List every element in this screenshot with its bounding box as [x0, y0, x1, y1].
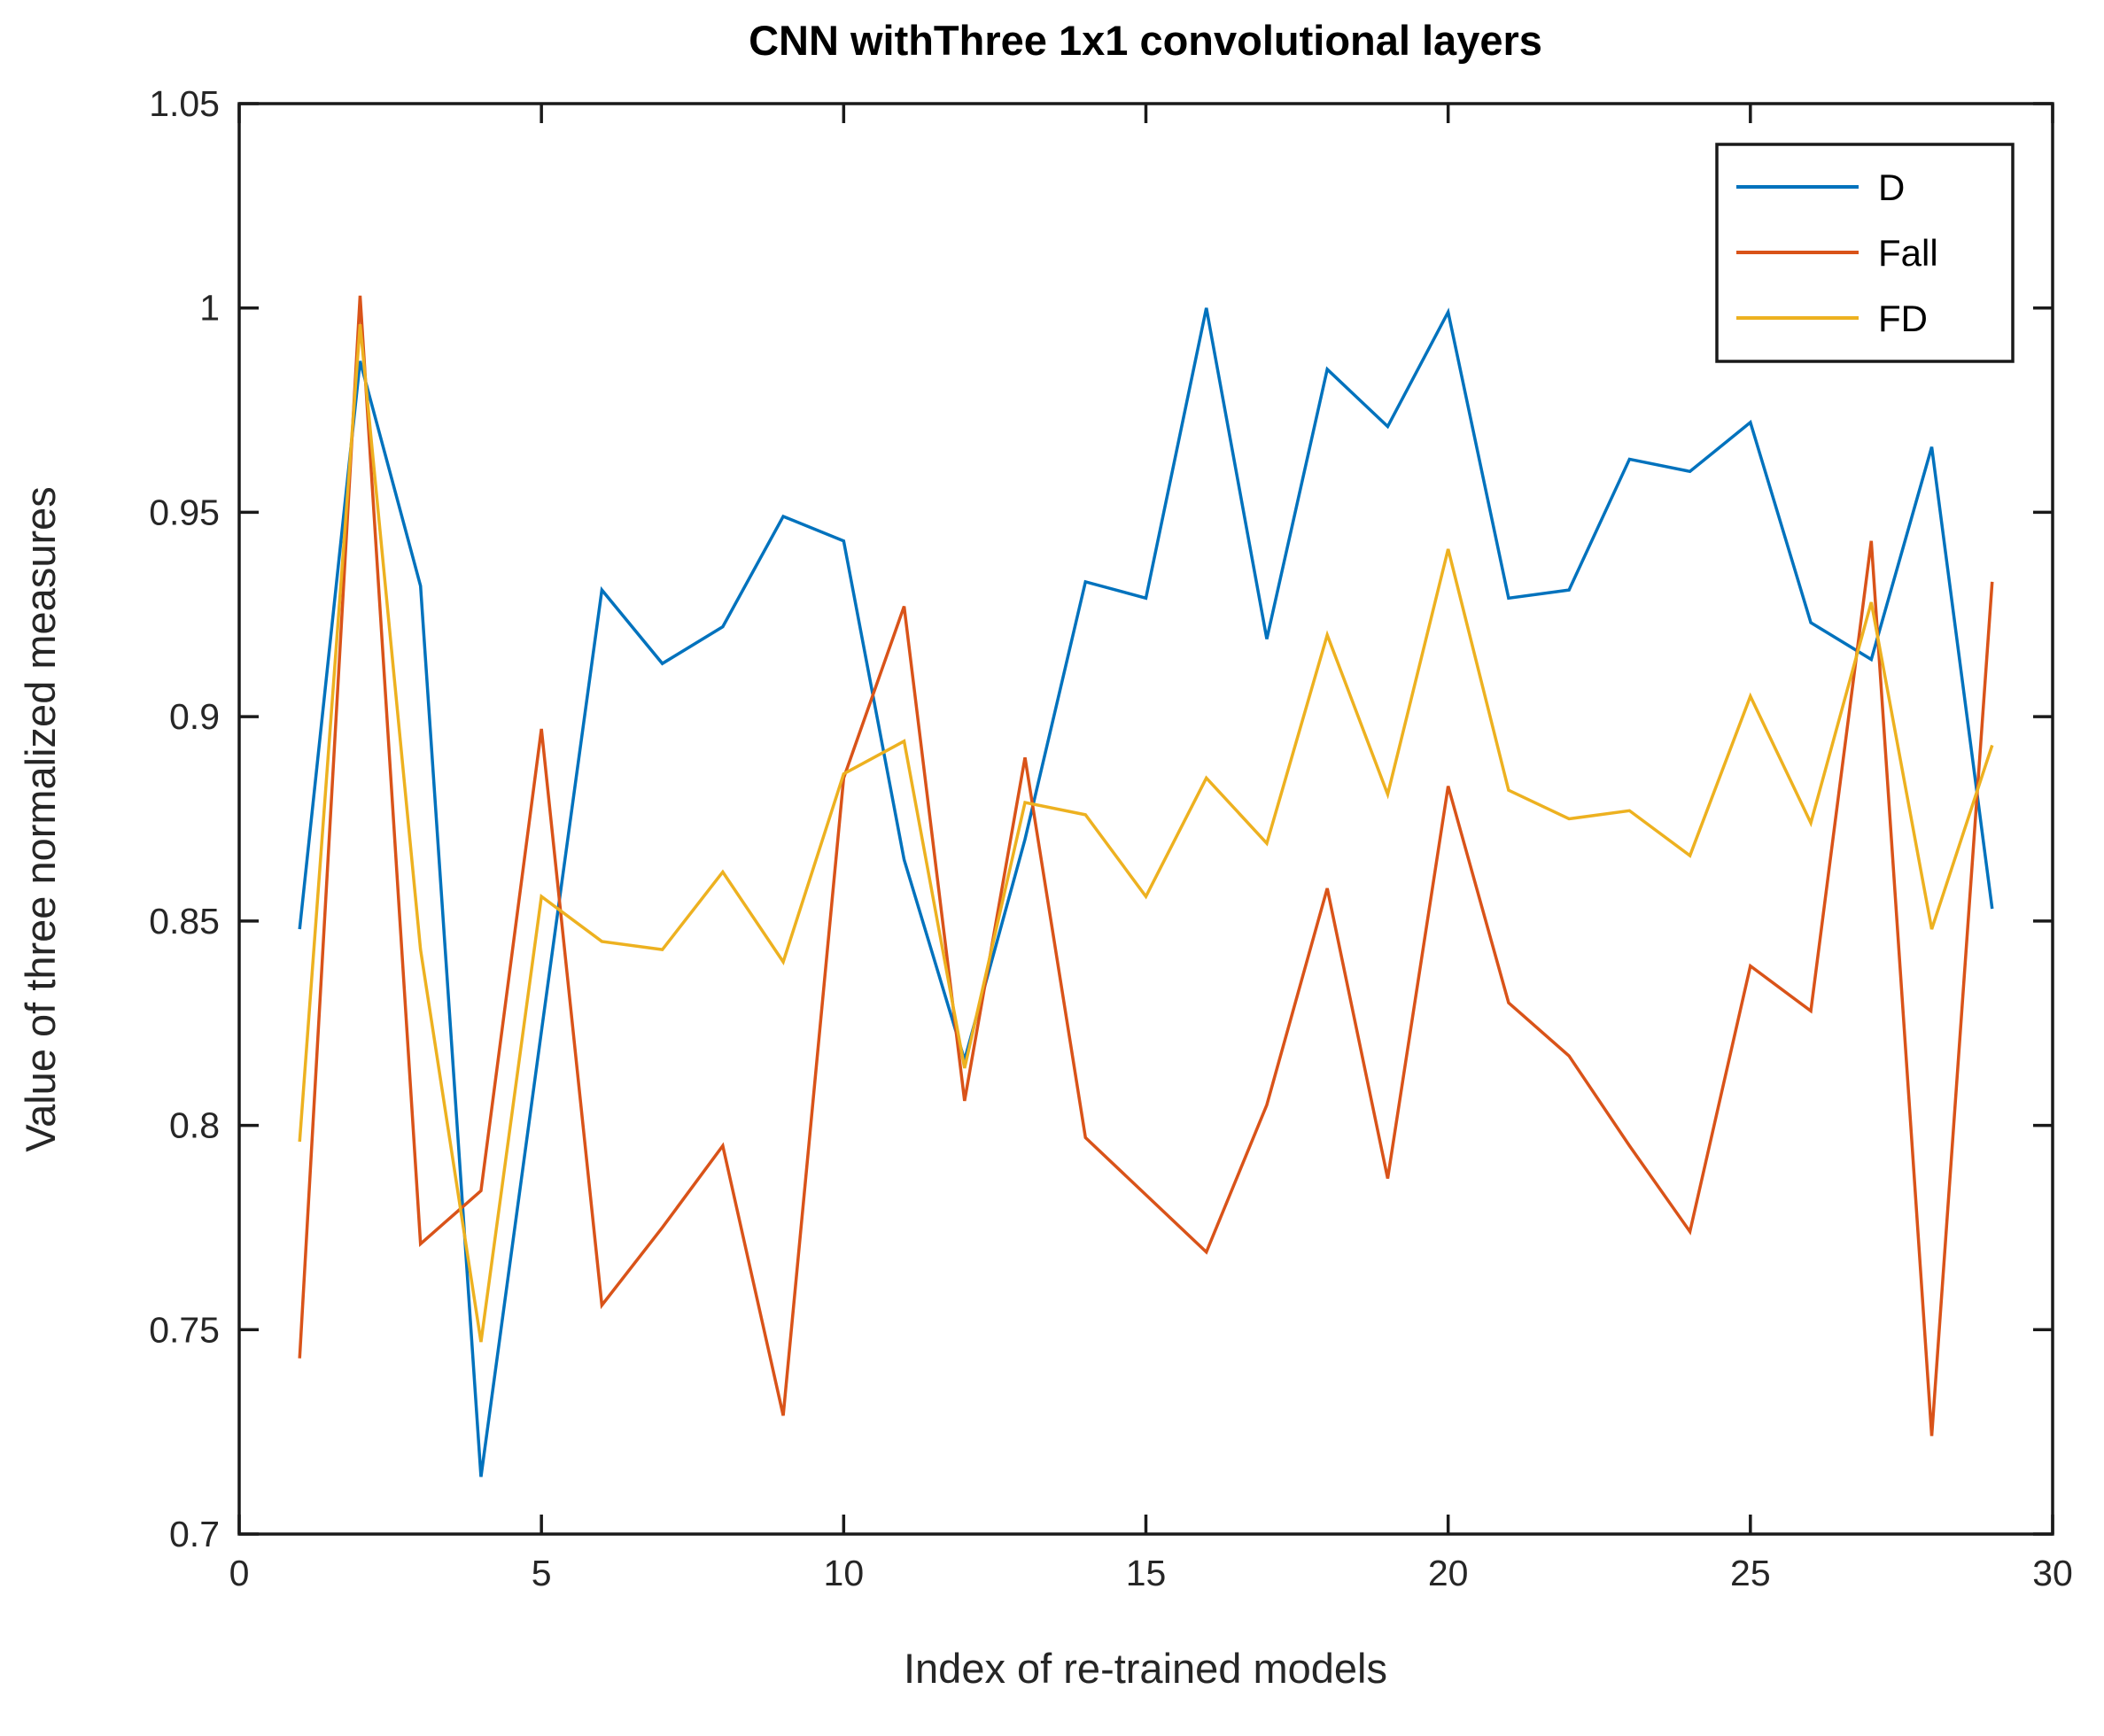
x-tick-label: 25	[1730, 1553, 1771, 1593]
y-tick-label: 0.85	[149, 901, 220, 942]
chart-title: CNN withThree 1x1 convolutional layers	[749, 17, 1542, 64]
legend-label-d: D	[1878, 167, 1905, 208]
x-tick-label: 30	[2032, 1553, 2073, 1593]
y-tick-label: 0.75	[149, 1309, 220, 1350]
x-tick-label: 15	[1126, 1553, 1167, 1593]
y-tick-label: 1.05	[149, 83, 220, 124]
legend: D Fall FD	[1715, 143, 2015, 363]
series-line-d	[298, 307, 1994, 1477]
x-tick-label: 10	[824, 1553, 865, 1593]
x-tick-label: 20	[1428, 1553, 1469, 1593]
y-tick-label: 0.95	[149, 492, 220, 532]
y-tick-label: 0.7	[169, 1514, 220, 1554]
y-axis-label: Value of three normalized measures	[17, 486, 64, 1152]
series-lines	[298, 295, 1994, 1477]
legend-label-fd: FD	[1878, 298, 1928, 339]
series-line-fd	[298, 324, 1994, 1343]
y-tick-label: 0.9	[169, 696, 220, 737]
legend-label-fall: Fall	[1878, 232, 1938, 274]
x-axis-label: Index of re-trained models	[904, 1645, 1387, 1692]
y-tick-label: 0.8	[169, 1105, 220, 1146]
x-tick-label: 5	[532, 1553, 552, 1593]
x-tick-label: 0	[229, 1553, 250, 1593]
series-line-fall	[298, 295, 1994, 1437]
axis-ticks	[237, 102, 2054, 1536]
y-tick-label: 1	[199, 288, 220, 329]
axis-tick-labels: 0 5 10 15 20 25 30 0.7 0.75 0.8 0.85 0.9 0.95 1 1.05	[149, 83, 2073, 1593]
